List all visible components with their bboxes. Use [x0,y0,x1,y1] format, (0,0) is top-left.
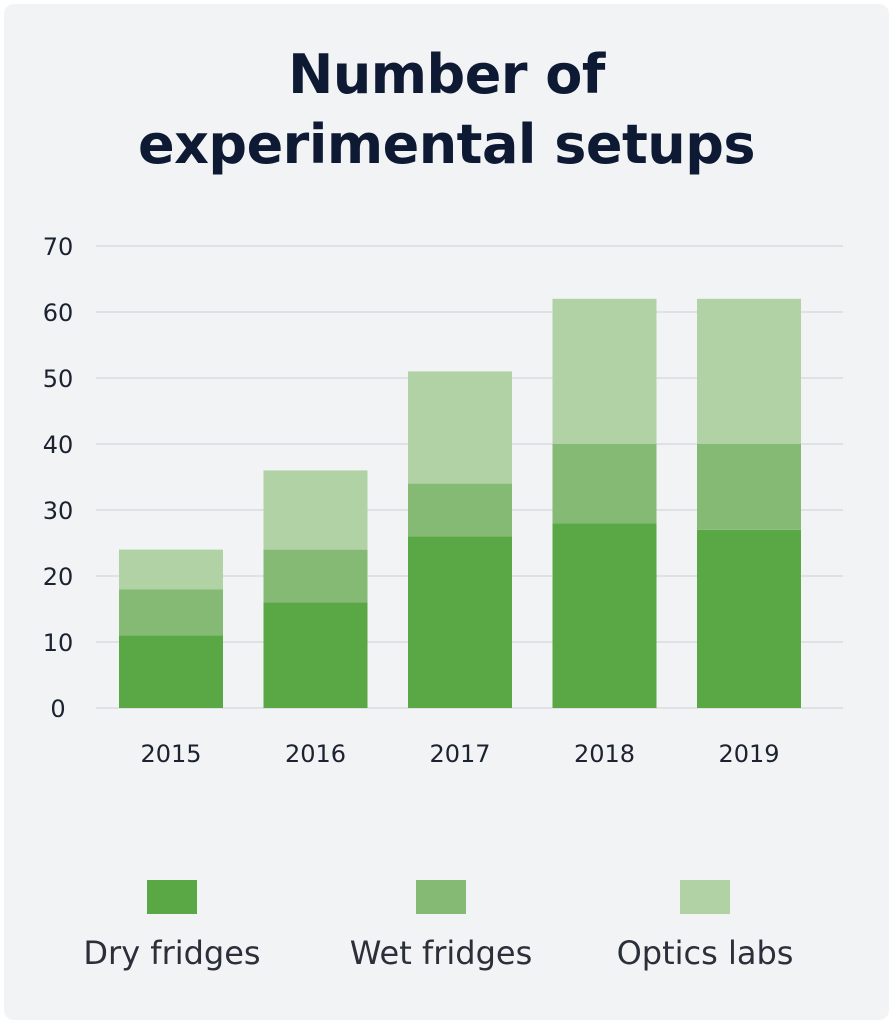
bar-2016-wet-fridges [263,549,368,603]
chart-title-line-1: Number of [288,43,605,106]
y-axis-tick-labels: 0 10 20 30 40 50 60 70 [43,233,74,723]
y-tick-label-0: 0 [50,695,65,723]
bars [119,298,801,708]
y-tick-label-70: 70 [43,233,74,261]
y-tick-label-10: 10 [43,629,74,657]
bar-2019-dry-fridges [697,529,801,708]
legend-label-wet-fridges: Wet fridges [349,934,533,972]
legend-label-dry-fridges: Dry fridges [83,934,261,972]
legend-item-optics-labs: Optics labs [585,880,825,972]
x-axis-tick-labels: 2015 2016 2017 2018 2019 [140,740,779,768]
y-tick-label-60: 60 [43,299,74,327]
bar-2017-wet-fridges [408,483,512,537]
legend: Dry fridges Wet fridges Optics labs [0,880,893,990]
bar-2019-wet-fridges [697,444,801,530]
y-tick-label-20: 20 [43,563,74,591]
stacked-bar-chart: 0 10 20 30 40 50 60 70 2015 2016 2017 2018 2019 [43,233,843,768]
bar-2017-optics-labs [408,371,512,484]
y-tick-label-30: 30 [43,497,74,525]
legend-item-dry-fridges: Dry fridges [52,880,292,972]
y-tick-label-50: 50 [43,365,74,393]
legend-swatch-optics-labs [680,880,730,914]
legend-label-optics-labs: Optics labs [616,934,794,972]
bar-2016-dry-fridges [263,602,368,708]
bar-2018-optics-labs [552,298,657,444]
bar-2017-dry-fridges [408,536,512,708]
x-tick-label-2018: 2018 [574,740,635,768]
bar-2019-optics-labs [697,298,801,444]
x-tick-label-2016: 2016 [285,740,346,768]
chart-title: Number of experimental setups [0,40,893,180]
x-tick-label-2019: 2019 [718,740,779,768]
bar-2016-optics-labs [263,470,368,550]
legend-item-wet-fridges: Wet fridges [321,880,561,972]
x-tick-label-2017: 2017 [429,740,490,768]
legend-swatch-wet-fridges [416,880,466,914]
y-tick-label-40: 40 [43,431,74,459]
bar-2015-dry-fridges [119,635,223,708]
bar-2018-dry-fridges [552,523,657,708]
chart-title-line-2: experimental setups [137,113,756,176]
legend-swatch-dry-fridges [147,880,197,914]
bar-2015-optics-labs [119,549,223,590]
bar-2018-wet-fridges [552,444,657,524]
x-tick-label-2015: 2015 [140,740,201,768]
bar-2015-wet-fridges [119,589,223,636]
